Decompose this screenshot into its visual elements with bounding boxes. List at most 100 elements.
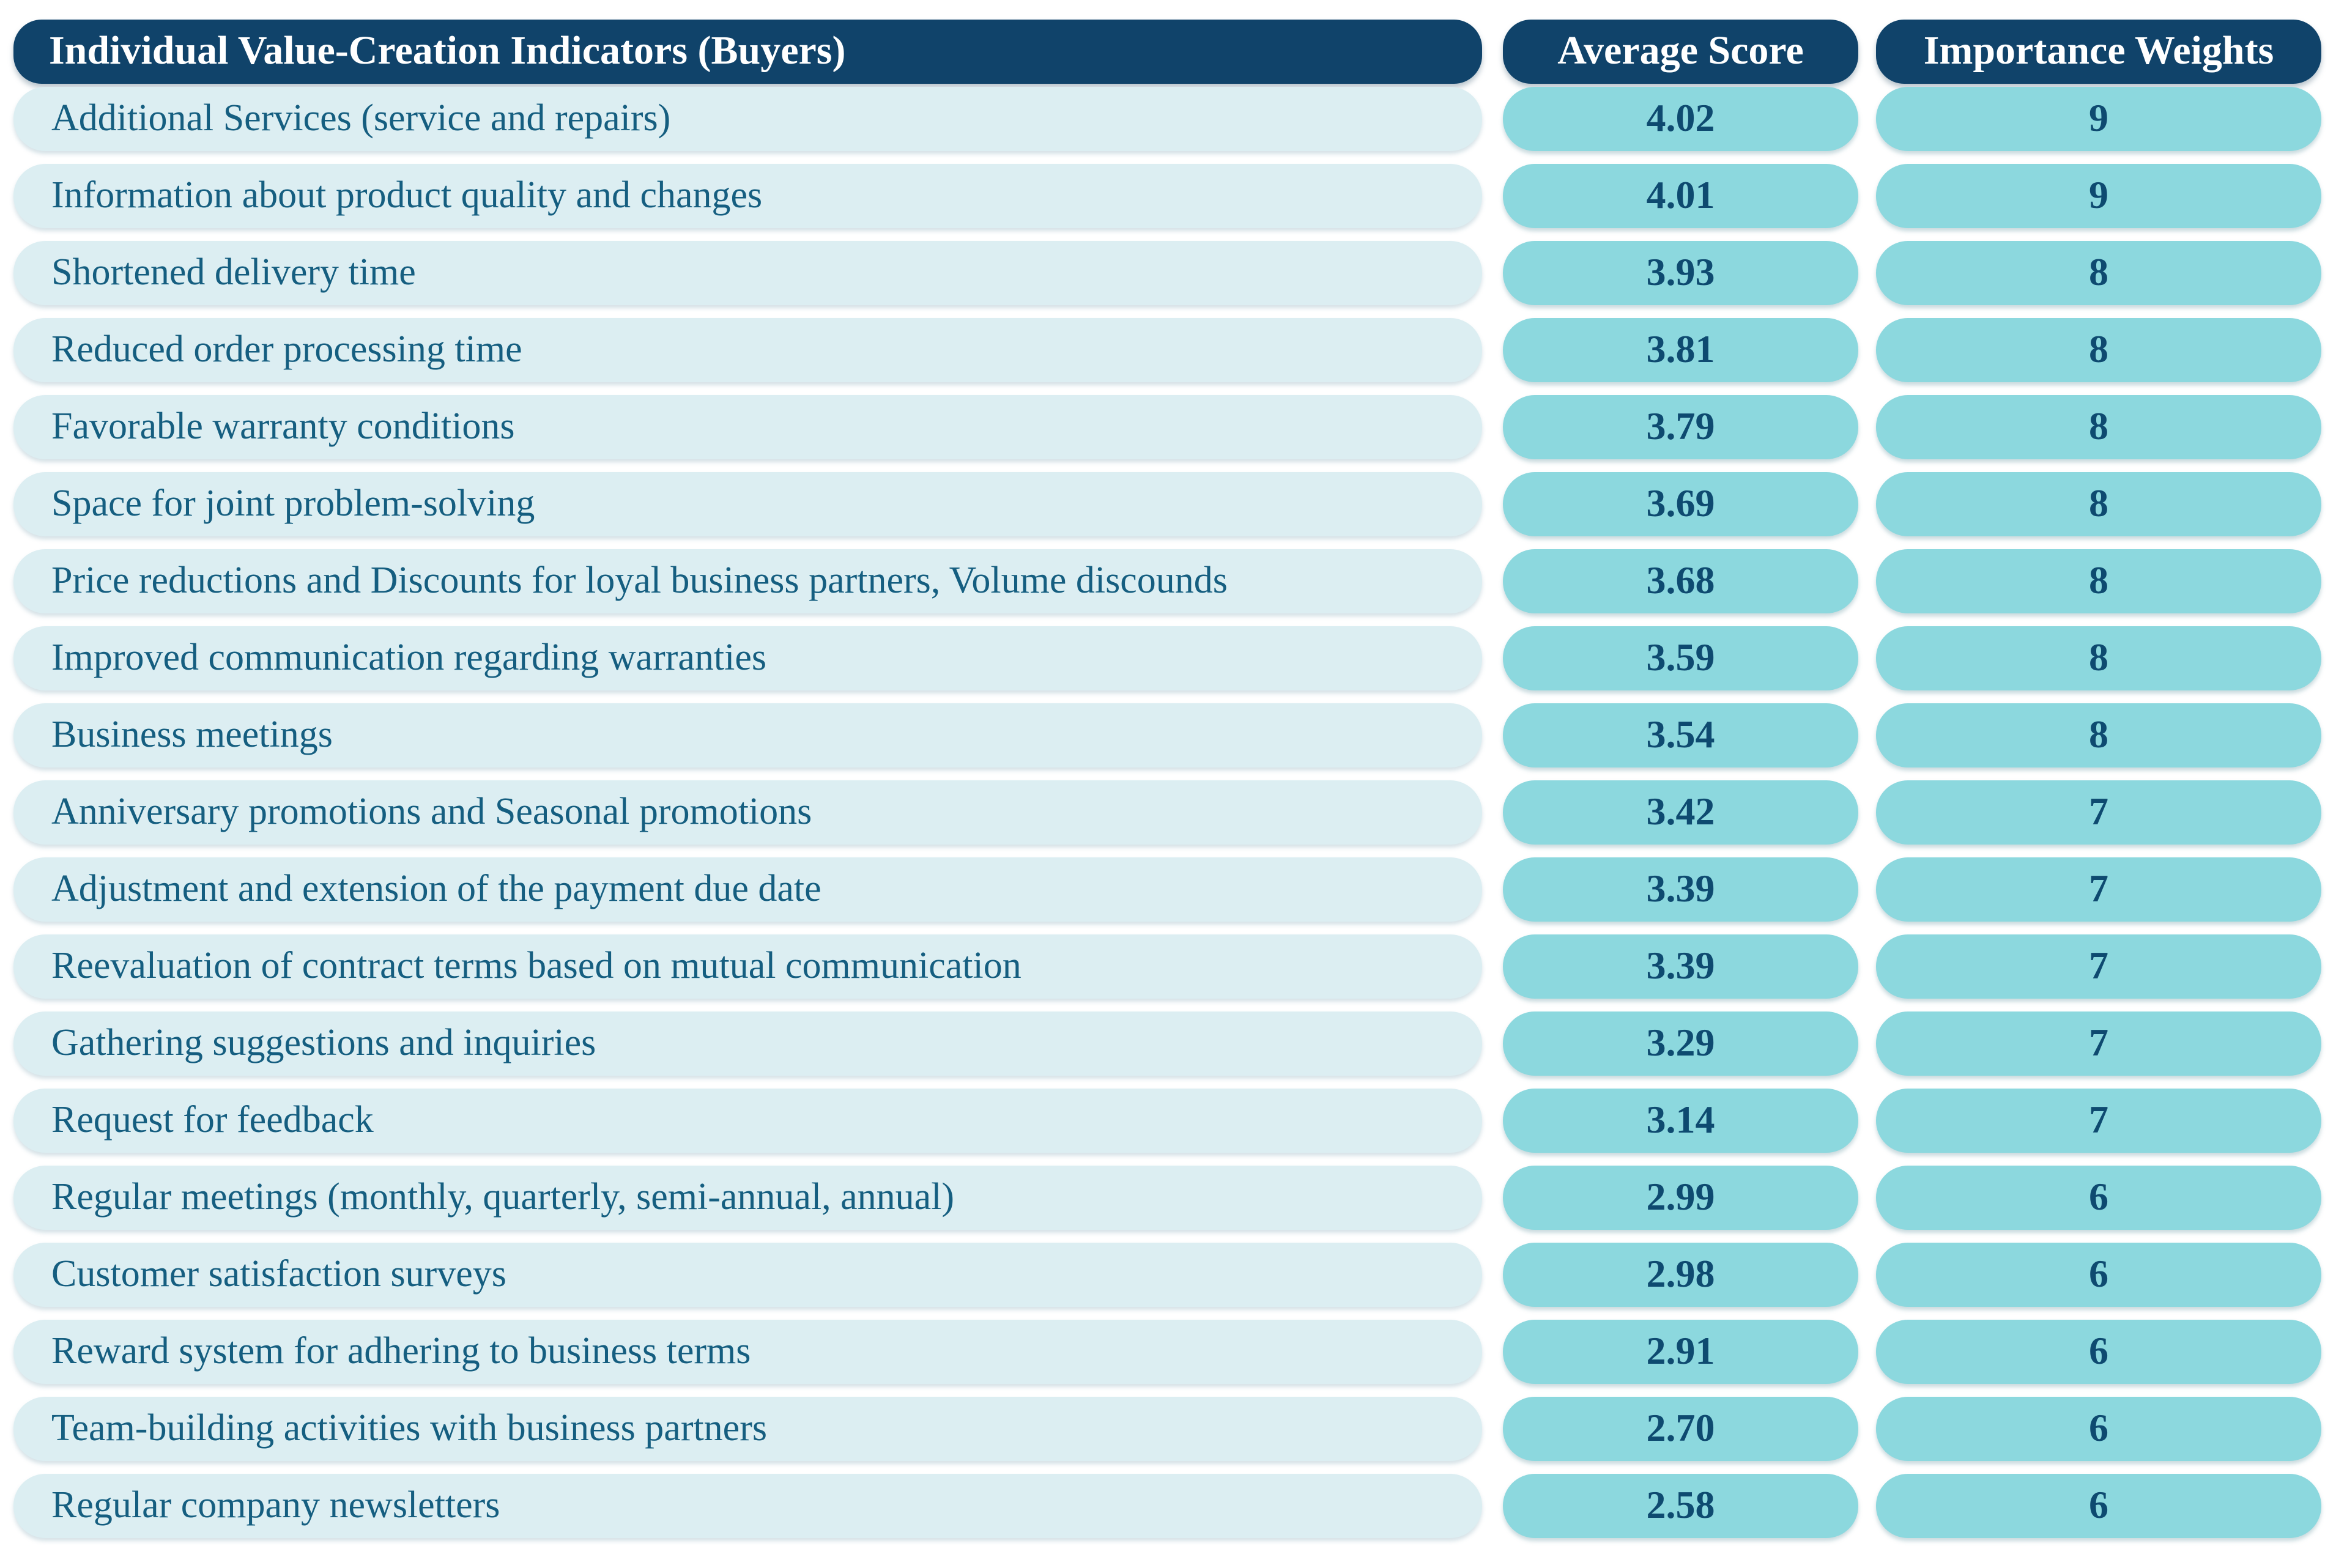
column-header-importance-weights: Importance Weights [1876, 20, 2321, 84]
average-score-cell: 3.68 [1503, 549, 1858, 613]
table-row: Reduced order processing time 3.81 8 [13, 318, 2336, 382]
importance-weight-value: 7 [2089, 789, 2108, 833]
indicator-cell: Reevaluation of contract terms based on … [13, 934, 1482, 999]
importance-weight-cell: 6 [1876, 1166, 2321, 1230]
average-score-cell: 3.39 [1503, 857, 1858, 922]
indicator-cell: Favorable warranty conditions [13, 395, 1482, 459]
average-score-cell: 3.39 [1503, 934, 1858, 999]
importance-weight-cell: 9 [1876, 87, 2321, 151]
importance-weight-cell: 6 [1876, 1474, 2321, 1538]
importance-weight-value: 7 [2089, 1020, 2108, 1064]
indicator-label: Reduced order processing time [51, 328, 522, 370]
importance-weight-value: 6 [2089, 1328, 2108, 1372]
average-score-value: 3.54 [1646, 712, 1715, 756]
table-row: Gathering suggestions and inquiries 3.29… [13, 1011, 2336, 1076]
indicator-cell: Reduced order processing time [13, 318, 1482, 382]
importance-weight-value: 6 [2089, 1251, 2108, 1295]
indicator-cell: Price reductions and Discounts for loyal… [13, 549, 1482, 613]
indicator-cell: Adjustment and extension of the payment … [13, 857, 1482, 922]
table-row: Reevaluation of contract terms based on … [13, 934, 2336, 999]
average-score-value: 2.70 [1646, 1405, 1715, 1449]
indicator-label: Request for feedback [51, 1098, 374, 1141]
indicator-cell: Improved communication regarding warrant… [13, 626, 1482, 690]
average-score-value: 3.39 [1646, 943, 1715, 987]
average-score-value: 3.81 [1646, 327, 1715, 371]
average-score-value: 4.01 [1646, 172, 1715, 216]
table-row: Adjustment and extension of the payment … [13, 857, 2336, 922]
average-score-cell: 4.01 [1503, 164, 1858, 228]
table-row: Team-building activities with business p… [13, 1397, 2336, 1461]
importance-weight-cell: 6 [1876, 1320, 2321, 1384]
column-header-average-score-label: Average Score [1557, 28, 1804, 73]
importance-weight-cell: 8 [1876, 626, 2321, 690]
indicator-cell: Gathering suggestions and inquiries [13, 1011, 1482, 1076]
indicator-label: Additional Services (service and repairs… [51, 97, 671, 139]
table-row: Anniversary promotions and Seasonal prom… [13, 780, 2336, 845]
importance-weight-value: 8 [2089, 481, 2108, 525]
importance-weight-value: 6 [2089, 1482, 2108, 1526]
indicator-cell: Space for joint problem-solving [13, 472, 1482, 536]
table-row: Space for joint problem-solving 3.69 8 [13, 472, 2336, 536]
table-row: Reward system for adhering to business t… [13, 1320, 2336, 1384]
table-row: Information about product quality and ch… [13, 164, 2336, 228]
importance-weight-cell: 7 [1876, 934, 2321, 999]
importance-weight-cell: 8 [1876, 472, 2321, 536]
indicator-label: Favorable warranty conditions [51, 405, 515, 447]
indicator-label: Adjustment and extension of the payment … [51, 867, 821, 909]
table-row: Shortened delivery time 3.93 8 [13, 241, 2336, 305]
average-score-cell: 3.14 [1503, 1089, 1858, 1153]
importance-weight-value: 8 [2089, 558, 2108, 602]
column-header-average-score: Average Score [1503, 20, 1858, 84]
average-score-cell: 4.02 [1503, 87, 1858, 151]
table-row: Price reductions and Discounts for loyal… [13, 549, 2336, 613]
average-score-cell: 2.99 [1503, 1166, 1858, 1230]
average-score-value: 2.99 [1646, 1174, 1715, 1218]
indicator-label: Business meetings [51, 713, 333, 755]
importance-weight-cell: 8 [1876, 395, 2321, 459]
average-score-value: 3.14 [1646, 1097, 1715, 1141]
average-score-value: 4.02 [1646, 95, 1715, 139]
table-row: Business meetings 3.54 8 [13, 703, 2336, 767]
importance-weight-cell: 7 [1876, 1011, 2321, 1076]
average-score-cell: 3.54 [1503, 703, 1858, 767]
indicator-label: Regular meetings (monthly, quarterly, se… [51, 1175, 955, 1218]
average-score-cell: 3.93 [1503, 241, 1858, 305]
average-score-cell: 3.29 [1503, 1011, 1858, 1076]
indicator-label: Shortened delivery time [51, 251, 416, 293]
importance-weight-cell: 9 [1876, 164, 2321, 228]
indicator-label: Price reductions and Discounts for loyal… [51, 559, 1228, 601]
column-header-importance-weights-label: Importance Weights [1923, 28, 2274, 73]
indicator-cell: Regular company newsletters [13, 1474, 1482, 1538]
indicator-label: Anniversary promotions and Seasonal prom… [51, 790, 812, 832]
table-row: Additional Services (service and repairs… [13, 87, 2336, 151]
table-row: Customer satisfaction surveys 2.98 6 [13, 1243, 2336, 1307]
average-score-value: 2.58 [1646, 1482, 1715, 1526]
table-row: Regular meetings (monthly, quarterly, se… [13, 1166, 2336, 1230]
importance-weight-cell: 7 [1876, 857, 2321, 922]
average-score-value: 3.69 [1646, 481, 1715, 525]
importance-weight-value: 9 [2089, 95, 2108, 139]
importance-weight-cell: 8 [1876, 549, 2321, 613]
indicator-label: Regular company newsletters [51, 1484, 500, 1526]
importance-weight-value: 8 [2089, 250, 2108, 294]
indicator-cell: Reward system for adhering to business t… [13, 1320, 1482, 1384]
importance-weight-value: 9 [2089, 172, 2108, 216]
indicator-cell: Regular meetings (monthly, quarterly, se… [13, 1166, 1482, 1230]
importance-weight-value: 7 [2089, 943, 2108, 987]
average-score-cell: 3.59 [1503, 626, 1858, 690]
importance-weight-cell: 6 [1876, 1243, 2321, 1307]
importance-weight-value: 8 [2089, 635, 2108, 679]
average-score-value: 3.79 [1646, 404, 1715, 448]
indicator-label: Space for joint problem-solving [51, 482, 535, 524]
importance-weight-value: 7 [2089, 1097, 2108, 1141]
indicator-label: Gathering suggestions and inquiries [51, 1021, 596, 1063]
average-score-cell: 2.58 [1503, 1474, 1858, 1538]
indicator-cell: Shortened delivery time [13, 241, 1482, 305]
average-score-cell: 2.70 [1503, 1397, 1858, 1461]
importance-weight-cell: 8 [1876, 318, 2321, 382]
table-row: Improved communication regarding warrant… [13, 626, 2336, 690]
average-score-cell: 3.79 [1503, 395, 1858, 459]
table-body: Additional Services (service and repairs… [13, 87, 2336, 1538]
average-score-value: 3.93 [1646, 250, 1715, 294]
indicator-label: Customer satisfaction surveys [51, 1252, 506, 1295]
